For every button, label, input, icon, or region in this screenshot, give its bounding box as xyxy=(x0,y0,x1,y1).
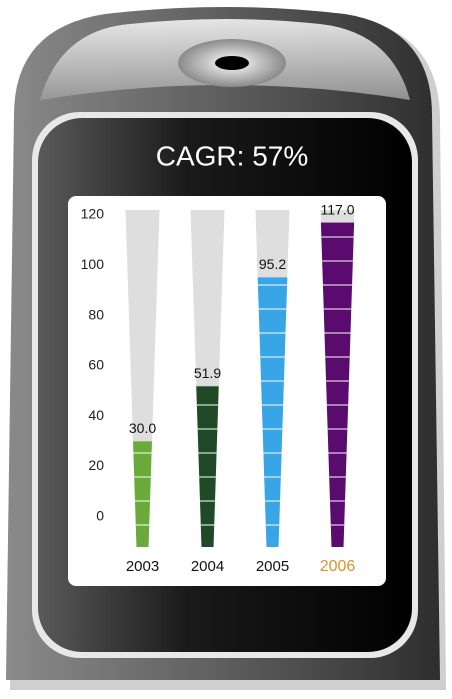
page: CAGR: 57% 0 20 40 60 80 100 120 2003 30.0 2004 51.… xyxy=(0,0,452,699)
x-tick-label: 2006 xyxy=(320,558,356,575)
chart-title: CAGR: 57% xyxy=(156,140,309,171)
y-tick-label: 120 xyxy=(81,206,105,222)
phone-chart: CAGR: 57% 0 20 40 60 80 100 120 2003 30.0 2004 51.… xyxy=(0,0,452,699)
y-tick-label: 40 xyxy=(88,407,104,423)
y-tick-label: 20 xyxy=(88,457,104,473)
value-label: 117.0 xyxy=(321,201,355,217)
x-tick-label: 2004 xyxy=(191,558,224,575)
y-tick-label: 100 xyxy=(81,256,105,272)
y-tick-label: 60 xyxy=(88,357,104,373)
value-label: 30.0 xyxy=(129,420,156,436)
speaker-hole xyxy=(215,56,249,70)
y-tick-label: 0 xyxy=(96,508,104,524)
value-label: 95.2 xyxy=(259,256,286,272)
y-tick-label: 80 xyxy=(88,306,104,322)
value-label: 51.9 xyxy=(194,365,221,381)
x-tick-label: 2003 xyxy=(126,558,159,575)
x-tick-label: 2005 xyxy=(256,558,289,575)
